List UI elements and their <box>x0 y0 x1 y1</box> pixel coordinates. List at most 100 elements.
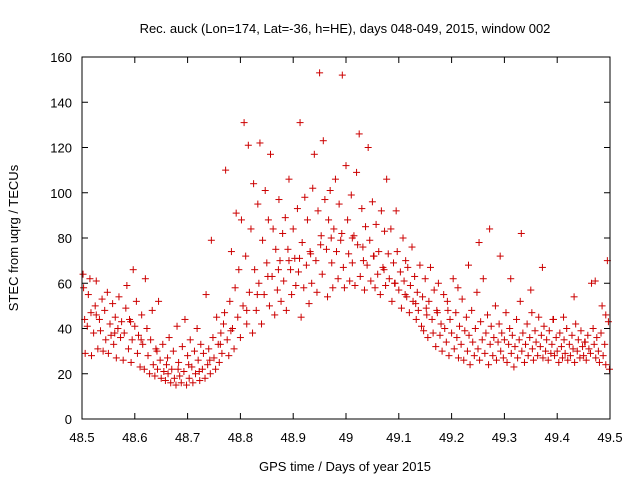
data-point <box>172 381 180 389</box>
x-tick-label: 49 <box>339 430 353 445</box>
data-point <box>225 352 233 360</box>
data-point <box>316 69 324 77</box>
data-point <box>529 356 537 364</box>
data-point <box>128 336 136 344</box>
data-point <box>457 340 465 348</box>
data-point <box>202 291 210 299</box>
data-point <box>194 356 202 364</box>
data-point <box>289 225 297 233</box>
data-point <box>592 354 600 362</box>
data-point <box>263 259 271 267</box>
data-point <box>568 331 576 339</box>
data-point <box>371 284 379 292</box>
data-point <box>213 313 221 321</box>
data-point <box>243 320 251 328</box>
data-point <box>302 261 310 269</box>
data-point <box>139 340 147 348</box>
data-point <box>136 363 144 371</box>
data-point <box>536 343 544 351</box>
x-tick-label: 48.6 <box>122 430 147 445</box>
data-point <box>313 288 321 296</box>
data-point <box>438 347 446 355</box>
y-tick-label: 100 <box>50 186 72 201</box>
data-point <box>319 137 327 145</box>
data-point <box>174 365 182 373</box>
data-point <box>237 216 245 224</box>
data-point <box>494 338 502 346</box>
data-point <box>98 295 106 303</box>
data-point <box>99 347 107 355</box>
data-point <box>540 322 548 330</box>
data-point <box>510 363 518 371</box>
data-point <box>367 277 375 285</box>
data-point <box>602 311 610 319</box>
data-point <box>449 275 457 283</box>
data-point <box>387 225 395 233</box>
data-point <box>221 309 229 317</box>
data-point <box>269 225 277 233</box>
data-point <box>547 349 555 357</box>
data-point <box>511 343 519 351</box>
data-point <box>127 358 135 366</box>
data-point <box>428 315 436 323</box>
data-point <box>274 266 282 274</box>
data-point <box>181 315 189 323</box>
data-point <box>84 291 92 299</box>
data-point <box>497 347 505 355</box>
data-point <box>593 334 601 342</box>
data-point <box>173 322 181 330</box>
data-point <box>446 315 454 323</box>
x-tick-label: 49.4 <box>545 430 570 445</box>
data-point <box>169 347 177 355</box>
data-point <box>468 306 476 314</box>
data-point <box>162 361 170 369</box>
data-point <box>601 340 609 348</box>
data-point <box>413 288 421 296</box>
data-point <box>597 329 605 337</box>
data-point <box>155 297 163 305</box>
data-point <box>377 207 385 215</box>
data-point <box>309 184 317 192</box>
data-point <box>160 367 168 375</box>
data-point <box>335 200 343 208</box>
data-point <box>338 71 346 79</box>
data-point <box>265 302 273 310</box>
data-point <box>111 313 119 321</box>
data-point <box>279 229 287 237</box>
data-point <box>566 352 574 360</box>
data-point <box>364 144 372 151</box>
data-point <box>585 345 593 353</box>
data-point <box>496 252 504 260</box>
data-point <box>432 343 440 351</box>
data-point <box>430 286 438 294</box>
data-point <box>306 248 314 256</box>
data-point <box>292 282 300 290</box>
data-point <box>577 327 585 335</box>
data-point <box>527 286 535 294</box>
data-point <box>454 354 462 362</box>
data-point <box>249 329 257 337</box>
data-point <box>363 261 371 269</box>
data-point <box>433 306 441 314</box>
data-point <box>397 304 405 312</box>
data-point <box>250 180 258 188</box>
data-point <box>560 336 568 344</box>
data-point <box>337 236 345 244</box>
data-point <box>486 340 494 348</box>
data-point <box>602 361 610 369</box>
data-point <box>212 365 220 373</box>
data-point <box>245 288 253 296</box>
data-point <box>83 322 91 330</box>
data-point <box>359 257 367 265</box>
data-point <box>453 334 461 342</box>
data-point <box>217 329 225 337</box>
data-point <box>317 241 325 249</box>
data-point <box>147 336 155 344</box>
data-point <box>240 119 248 127</box>
data-point <box>271 311 279 319</box>
data-point <box>454 284 462 292</box>
data-point <box>308 279 316 287</box>
data-point <box>535 313 543 321</box>
data-point <box>437 320 445 328</box>
data-point <box>354 241 362 249</box>
